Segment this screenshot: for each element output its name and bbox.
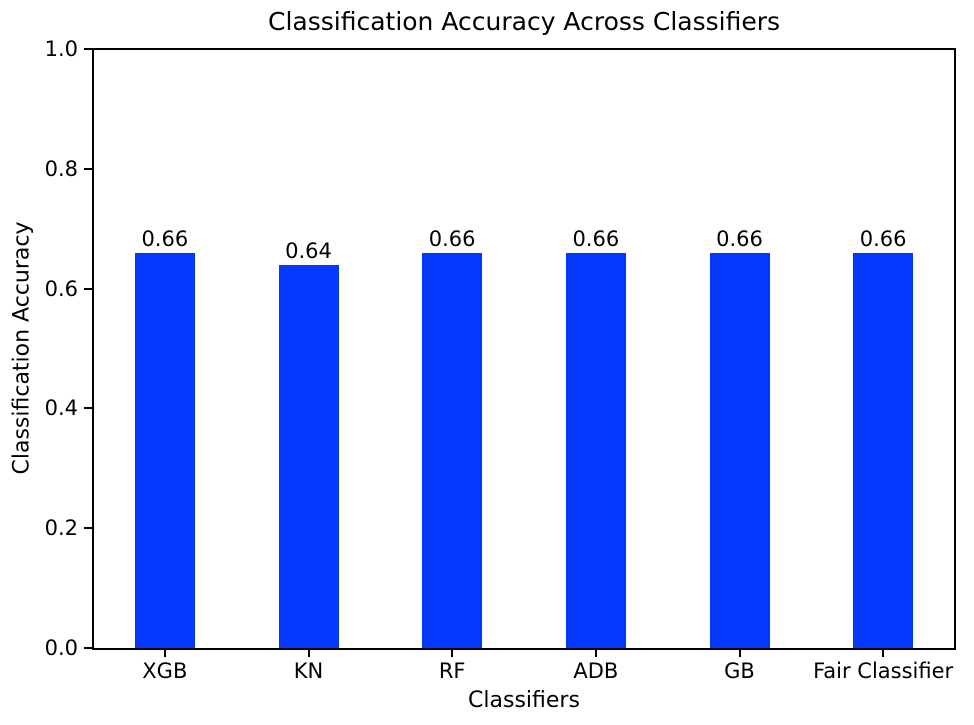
y-tick-label: 0.4 <box>44 396 78 421</box>
x-tick-mark <box>451 649 454 657</box>
x-tick-label: Fair Classifier <box>813 659 954 683</box>
x-axis-label: Classifiers <box>468 688 580 713</box>
bar-value-label: 0.66 <box>572 226 620 251</box>
y-tick-mark <box>84 407 92 410</box>
y-tick-mark <box>84 647 92 649</box>
x-tick-label: XGB <box>142 659 188 683</box>
bar-kn <box>278 264 339 648</box>
x-tick-mark <box>594 649 597 657</box>
x-tick-label: GB <box>724 659 755 683</box>
plot-area <box>92 48 956 650</box>
bar-xgb <box>134 252 195 648</box>
x-tick-label: ADB <box>573 659 619 683</box>
y-tick-mark <box>84 167 92 170</box>
x-tick-mark <box>882 649 885 657</box>
x-tick-mark <box>307 649 310 657</box>
y-tick-label: 0.0 <box>44 636 78 660</box>
x-tick-mark <box>738 649 741 657</box>
bar-fair-classifier <box>853 252 914 648</box>
bar-gb <box>709 252 770 648</box>
chart-title: Classification Accuracy Across Classifie… <box>267 7 781 36</box>
y-tick-label: 1.0 <box>44 37 78 61</box>
bar-value-label: 0.66 <box>141 226 189 251</box>
bar-value-label: 0.64 <box>285 238 332 263</box>
y-tick-label: 0.8 <box>44 156 78 181</box>
bar-value-label: 0.66 <box>859 226 907 251</box>
bar-adb <box>565 252 626 648</box>
x-tick-mark <box>163 649 166 657</box>
x-tick-label: KN <box>293 659 324 683</box>
bar-rf <box>422 252 483 648</box>
y-tick-mark <box>84 48 92 50</box>
y-tick-label: 0.6 <box>44 276 78 301</box>
y-tick-mark <box>84 287 92 290</box>
bar-value-label: 0.66 <box>716 226 763 251</box>
y-axis-label: Classification Accuracy <box>9 221 35 475</box>
x-tick-label: RF <box>438 659 466 683</box>
y-tick-label: 0.2 <box>44 516 78 541</box>
y-tick-mark <box>84 527 92 530</box>
bar-value-label: 0.66 <box>428 226 476 251</box>
